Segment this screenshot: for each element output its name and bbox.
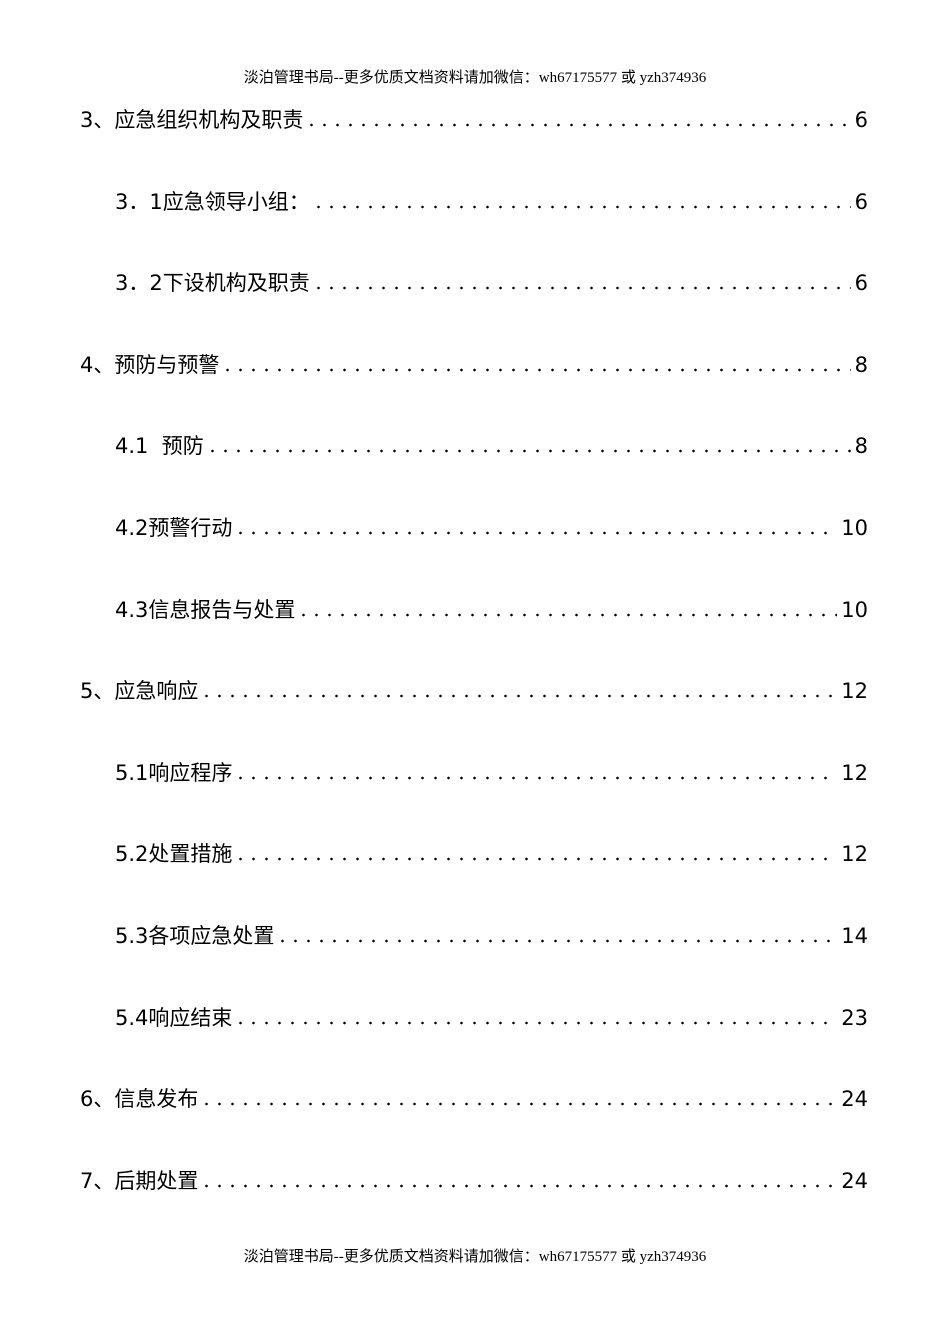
dot-leader	[234, 531, 838, 535]
toc-entry-title: 4.2预警行动	[115, 516, 233, 540]
toc-entry-page: 10	[841, 597, 868, 622]
toc-entry[interactable]: 4.2预警行动 10	[115, 512, 868, 542]
toc-entry[interactable]: 4.1 预防 8	[115, 430, 868, 460]
toc-entry-title: 4、预防与预警	[80, 352, 220, 377]
toc-entry[interactable]: 6、信息发布 24	[80, 1083, 868, 1113]
toc-entry[interactable]: 4、预防与预警 8	[80, 349, 868, 379]
toc-entry-page: 23	[841, 1005, 868, 1030]
toc-entry-title: 5.1响应程序	[115, 760, 233, 785]
toc-entry-page: 10	[841, 516, 868, 540]
toc-entry-page: 8	[854, 434, 868, 459]
toc-entry-title: 3．1应急领导小组：	[115, 189, 310, 214]
toc-entry[interactable]: 5.4响应结束 23	[115, 1002, 868, 1032]
toc-entry[interactable]: 7、后期处置 24	[80, 1165, 868, 1195]
dot-leader	[276, 939, 838, 943]
toc-entry-title: 3．2下设机构及职责	[115, 271, 310, 296]
toc-entry-page: 12	[841, 679, 868, 704]
toc-entry-page: 12	[841, 760, 868, 785]
page-header: 淡泊管理书局--更多优质文档资料请加微信：wh67175577 或 yzh374…	[243, 70, 707, 86]
dot-leader	[311, 286, 851, 291]
toc-entry-title: 6、信息发布	[80, 1087, 199, 1112]
toc-entry-page: 24	[841, 1168, 868, 1193]
toc-entry-page: 14	[841, 924, 868, 948]
toc-entry-title: 3、应急组织机构及职责	[80, 108, 304, 132]
dot-leader	[200, 694, 838, 699]
dot-leader	[234, 1020, 838, 1025]
toc-entry[interactable]: 5、应急响应 12	[80, 675, 868, 705]
toc-entry-page: 6	[854, 189, 868, 214]
dot-leader	[297, 612, 838, 617]
toc-entry[interactable]: 4.3信息报告与处置 10	[115, 594, 868, 624]
toc-entry-page: 6	[854, 108, 868, 132]
toc-entry-title: 5.2处置措施	[115, 842, 233, 867]
toc-entry[interactable]: 5.2处置措施 12	[115, 838, 868, 868]
dot-leader	[221, 367, 851, 372]
toc-entry-page: 12	[841, 842, 868, 867]
dot-leader	[311, 204, 851, 209]
toc-entry-page: 6	[854, 271, 868, 296]
page-footer: 淡泊管理书局--更多优质文档资料请加微信：wh67175577 或 yzh374…	[243, 1249, 707, 1265]
dot-leader	[305, 123, 851, 127]
dot-leader	[205, 449, 851, 454]
toc-entry-page: 8	[854, 352, 868, 377]
toc-entry-title: 4.3信息报告与处置	[115, 597, 296, 622]
toc-entry-title: 5.4响应结束	[115, 1005, 233, 1030]
toc-entry-title: 5.3各项应急处置	[115, 924, 275, 948]
toc-entry[interactable]: 3．2下设机构及职责 6	[115, 267, 868, 297]
toc-entry[interactable]: 5.3各项应急处置 14	[115, 920, 868, 950]
dot-leader	[200, 1183, 838, 1188]
toc-entry-page: 24	[841, 1087, 868, 1112]
dot-leader	[200, 1102, 838, 1107]
toc-entry[interactable]: 5.1响应程序 12	[115, 757, 868, 787]
toc-entry-title: 4.1 预防	[115, 434, 204, 459]
toc-entry-title: 5、应急响应	[80, 679, 199, 704]
dot-leader	[234, 775, 838, 780]
toc-entry-title: 7、后期处置	[80, 1168, 199, 1193]
toc-entry[interactable]: 3．1应急领导小组： 6	[115, 186, 868, 216]
toc-entry[interactable]: 3、应急组织机构及职责 6	[80, 104, 868, 134]
dot-leader	[234, 857, 838, 862]
